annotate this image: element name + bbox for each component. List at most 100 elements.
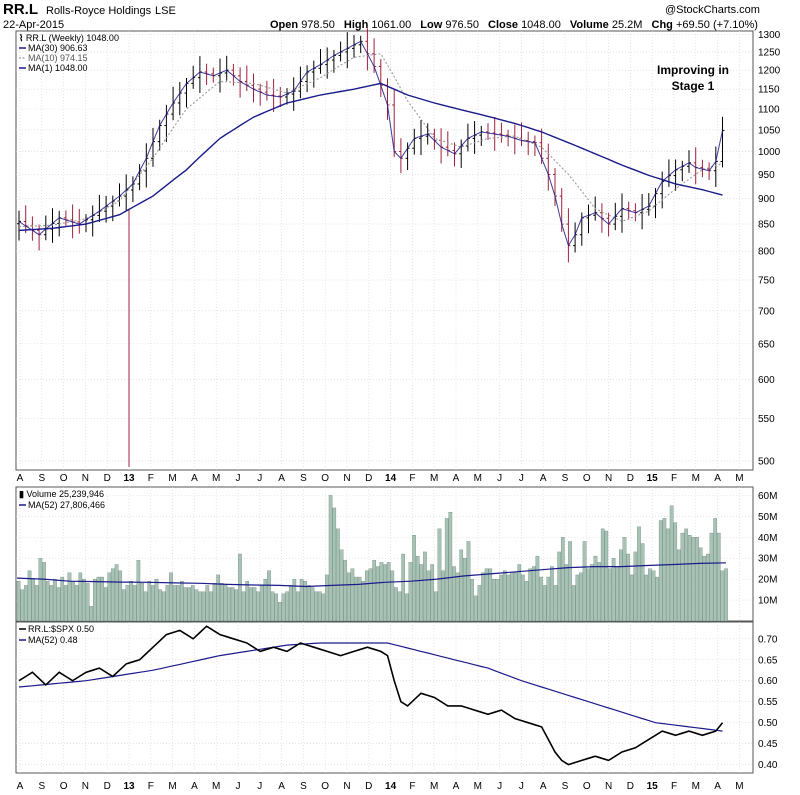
annotation-line-2: Stage 1 bbox=[672, 79, 715, 93]
volume-bar bbox=[427, 571, 430, 621]
volume-bar bbox=[380, 562, 383, 621]
volume-bar bbox=[724, 569, 727, 621]
volume-bar bbox=[710, 533, 713, 621]
price-y-tick-label: 700 bbox=[758, 306, 775, 317]
x-axis-month-label: D bbox=[104, 781, 111, 792]
volume-bar bbox=[169, 573, 172, 621]
volume-bar bbox=[166, 585, 169, 621]
volume-bar bbox=[256, 592, 259, 621]
volume-bar bbox=[129, 581, 132, 621]
volume-bar bbox=[369, 569, 372, 621]
legend-ratio-ma: MA(52) 0.48 bbox=[28, 635, 78, 645]
volume-bar bbox=[630, 575, 633, 621]
volume-bar bbox=[518, 564, 521, 621]
volume-bar bbox=[238, 554, 241, 621]
volume-bar bbox=[645, 575, 648, 621]
volume-bar bbox=[402, 554, 405, 621]
volume-bar bbox=[318, 592, 321, 621]
volume-bar bbox=[416, 556, 419, 621]
chart-date: 22-Apr-2015 bbox=[3, 19, 64, 31]
x-axis-month-label: A bbox=[714, 473, 721, 484]
volume-bar bbox=[177, 585, 180, 621]
volume-bar bbox=[572, 585, 575, 621]
volume-bar bbox=[543, 585, 546, 621]
volume-bar bbox=[579, 573, 582, 621]
x-axis-month-label: M bbox=[735, 781, 743, 792]
volume-bar bbox=[463, 558, 466, 621]
volume-bar bbox=[699, 548, 702, 621]
ratio-y-tick-label: 0.65 bbox=[758, 655, 778, 666]
x-axis-month-label: S bbox=[562, 473, 569, 484]
volume-bar bbox=[713, 518, 716, 621]
x-axis-month-label: J bbox=[257, 473, 262, 484]
volume-bar bbox=[594, 556, 597, 621]
x-axis-month-label: M bbox=[474, 473, 482, 484]
x-axis-month-label: S bbox=[562, 781, 569, 792]
volume-bar bbox=[717, 533, 720, 621]
volume-bar bbox=[347, 573, 350, 621]
volume-bar bbox=[119, 571, 122, 621]
x-axis-month-label: N bbox=[343, 473, 350, 484]
x-axis-month-label: S bbox=[38, 781, 45, 792]
volume-bar bbox=[438, 529, 441, 621]
volume-bar bbox=[249, 588, 252, 622]
volume-bar bbox=[111, 569, 114, 621]
volume-bar bbox=[155, 579, 158, 621]
volume-bar bbox=[217, 575, 220, 621]
volume-bar bbox=[619, 550, 622, 621]
volume-bar bbox=[285, 592, 288, 621]
x-axis-month-label: S bbox=[38, 473, 45, 484]
x-axis-month-label: M bbox=[430, 473, 438, 484]
volume-bar bbox=[231, 588, 234, 622]
volume-bar bbox=[311, 588, 314, 622]
x-axis-month-label: 14 bbox=[385, 473, 397, 484]
price-y-tick-label: 1100 bbox=[758, 104, 780, 115]
volume-bar bbox=[75, 585, 78, 621]
volume-bar bbox=[17, 581, 20, 621]
x-axis-month-label: O bbox=[60, 473, 68, 484]
volume-bar bbox=[605, 531, 608, 621]
annotation-line-1: Improving in bbox=[657, 63, 729, 77]
x-axis-month-label: M bbox=[168, 473, 176, 484]
x-axis-month-label: D bbox=[365, 473, 372, 484]
volume-bar bbox=[354, 577, 357, 621]
x-axis-month-label: F bbox=[671, 781, 677, 792]
volume-bar bbox=[695, 537, 698, 621]
volume-bar bbox=[659, 521, 662, 622]
volume-bar bbox=[489, 569, 492, 621]
x-axis-month-label: J bbox=[519, 473, 524, 484]
volume-bar bbox=[561, 537, 564, 621]
volume-bar bbox=[314, 592, 317, 621]
volume-bar bbox=[64, 585, 67, 621]
volume-bar bbox=[449, 512, 452, 621]
volume-bar bbox=[652, 571, 655, 621]
volume-bar bbox=[122, 590, 125, 621]
volume-bar bbox=[329, 495, 332, 621]
x-axis-month-label: 15 bbox=[647, 781, 659, 792]
volume-bar bbox=[565, 564, 568, 621]
legend-ma1: MA(1) 1048.00 bbox=[28, 63, 88, 73]
price-y-tick-label: 800 bbox=[758, 247, 775, 258]
x-axis-month-label: J bbox=[497, 781, 502, 792]
volume-y-tick-label: 40M bbox=[758, 533, 777, 544]
volume-bar bbox=[383, 564, 386, 621]
price-y-tick-label: 1000 bbox=[758, 147, 781, 158]
volume-y-tick-label: 50M bbox=[758, 512, 777, 523]
x-axis-month-label: 14 bbox=[385, 781, 397, 792]
legend-price: ⌇ RR.L (Weekly) 1048.00 bbox=[19, 33, 119, 43]
volume-bar bbox=[322, 594, 325, 621]
volume-bar bbox=[637, 527, 640, 621]
volume-bar bbox=[213, 583, 216, 621]
symbol-title: RR.L bbox=[3, 1, 38, 18]
x-axis-month-label: J bbox=[236, 473, 241, 484]
ratio-y-tick-label: 0.70 bbox=[758, 634, 778, 645]
ratio-y-tick-label: 0.40 bbox=[758, 760, 778, 771]
volume-bar bbox=[503, 571, 506, 621]
volume-bar bbox=[550, 567, 553, 621]
volume-bar bbox=[108, 573, 111, 621]
volume-bar bbox=[474, 596, 477, 621]
volume-bar bbox=[674, 523, 677, 621]
volume-bar bbox=[275, 594, 278, 621]
volume-bar bbox=[626, 554, 629, 621]
volume-bar bbox=[184, 588, 187, 622]
